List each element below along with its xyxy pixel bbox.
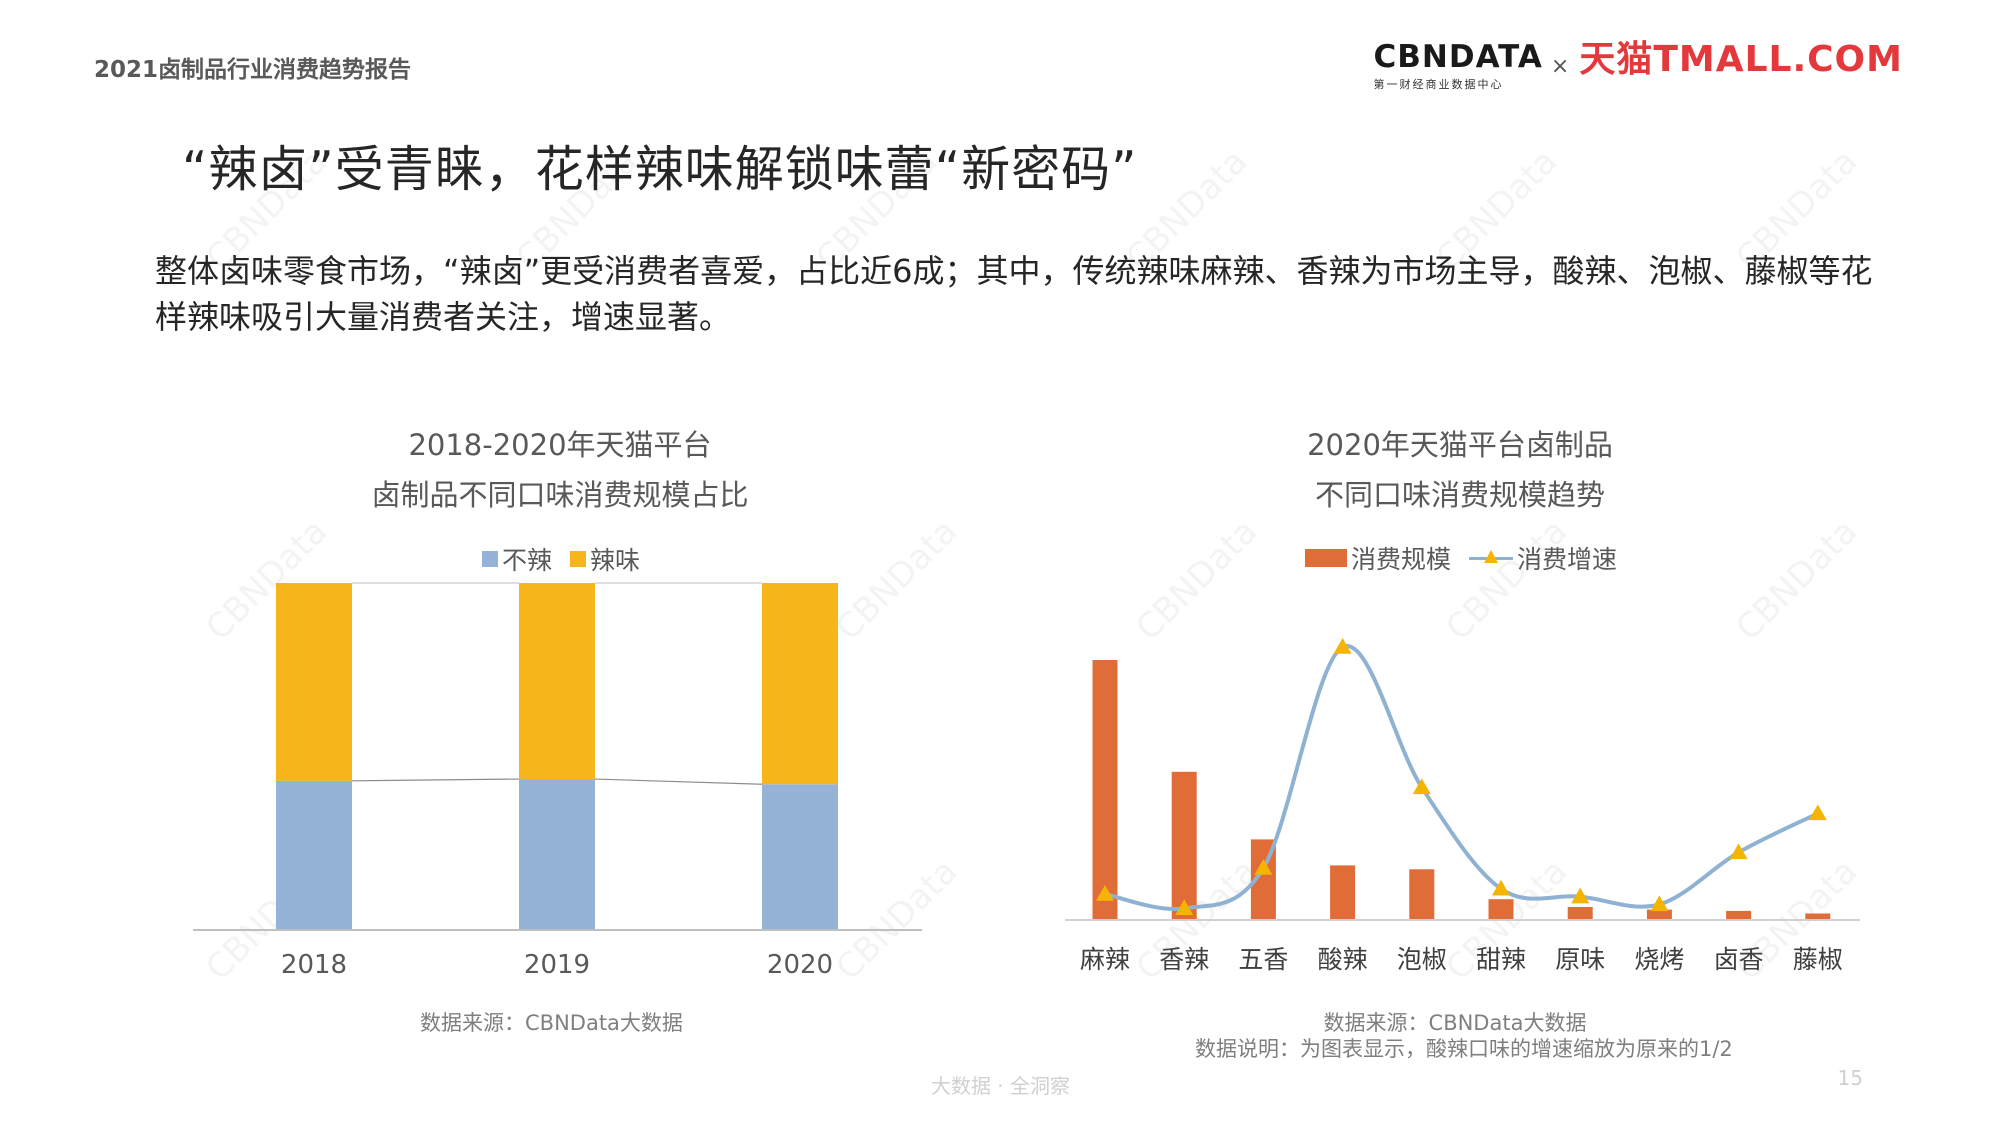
- cbndata-logo-text: CBNDATA: [1373, 39, 1543, 75]
- slide-summary: 整体卤味零食市场，“辣卤”更受消费者喜爱，占比近6成；其中，传统辣味麻辣、香辣为…: [155, 252, 1873, 336]
- x-tick-label-甜辣: 甜辣: [1476, 945, 1526, 974]
- left-chart-title-line1: 2018-2020年天猫平台: [408, 428, 712, 462]
- legend-label-not-spicy: 不辣: [502, 546, 553, 575]
- legend-label-consumption-growth: 消费增速: [1517, 545, 1618, 574]
- legend-swatch-consumption-scale: [1305, 549, 1347, 567]
- marker-consumption-growth-烧烤: [1650, 895, 1669, 912]
- bar-consumption-scale-卤香: [1726, 910, 1752, 920]
- x-tick-label-香辣: 香辣: [1159, 945, 1209, 974]
- left-chart-title-line2: 卤制品不同口味消费规模占比: [371, 478, 749, 512]
- marker-consumption-growth-香辣: [1175, 899, 1194, 916]
- cbndata-logo-subtitle: 第一财经商业数据中心: [1373, 78, 1504, 91]
- legend-label-consumption-scale: 消费规模: [1351, 545, 1452, 574]
- marker-consumption-growth-五香: [1254, 859, 1273, 875]
- bar-consumption-scale-烧烤: [1646, 909, 1672, 920]
- legend-line-triangle-icon: [1469, 548, 1514, 568]
- line-consumption-growth: [1103, 644, 1820, 912]
- x-tick-label-2018: 2018: [281, 950, 347, 980]
- bar-spicy-2018: [276, 583, 352, 781]
- left-chart-source: 数据来源：CBNData大数据: [420, 1011, 683, 1035]
- left-chart-title: 2018-2020年天猫平台 卤制品不同口味消费规模占比: [250, 420, 870, 520]
- marker-consumption-growth-麻辣: [1096, 885, 1114, 901]
- series-connector-line: [594, 778, 763, 785]
- slide-headline: “辣卤”受青睐，花样辣味解锁味蕾“新密码”: [182, 141, 1138, 198]
- bar-spicy-2020: [762, 583, 838, 785]
- x-tick-label-卤香: 卤香: [1714, 945, 1764, 974]
- x-tick-label-五香: 五香: [1238, 945, 1288, 974]
- right-chart-title-line1: 2020年天猫平台卤制品: [1307, 428, 1613, 462]
- x-tick-label-藤椒: 藤椒: [1793, 945, 1843, 974]
- bar-consumption-scale-酸辣: [1330, 865, 1356, 920]
- tmall-logo: 天猫TMALL.COM: [1579, 39, 1903, 80]
- bar-not-spicy-2019: [519, 779, 595, 930]
- legend-swatch-spicy: [570, 551, 587, 567]
- logo-area: CBNDATA 第一财经商业数据中心 × 天猫TMALL.COM: [1374, 40, 1903, 92]
- footer-tagline: 大数据 · 全洞察: [930, 1074, 1071, 1098]
- x-tick-label-2020: 2020: [767, 950, 833, 980]
- bar-not-spicy-2020: [762, 784, 838, 930]
- right-chart-source: 数据来源：CBNData大数据: [1323, 1011, 1587, 1035]
- x-tick-label-原味: 原味: [1555, 945, 1605, 974]
- right-chart-notes: 数据来源：CBNData大数据 数据说明：为图表显示，酸辣口味的增速缩放为原来的…: [1195, 1010, 1733, 1062]
- marker-consumption-growth-酸辣: [1333, 638, 1352, 654]
- right-combo-chart: 麻辣 香辣 五香 酸辣 泡椒 甜辣 原味 烧烤 卤香 藤椒: [1065, 638, 1860, 974]
- bar-consumption-scale-甜辣: [1488, 899, 1514, 920]
- bar-consumption-scale-泡椒: [1409, 869, 1435, 920]
- legend-swatch-not-spicy: [482, 551, 498, 567]
- x-tick-label-麻辣: 麻辣: [1080, 945, 1130, 974]
- legend-item-not-spicy: 不辣: [482, 541, 552, 577]
- legend-label-spicy: 辣味: [590, 546, 641, 575]
- x-tick-label-2019: 2019: [524, 950, 590, 980]
- bar-consumption-scale-麻辣: [1092, 660, 1118, 920]
- left-chart-legend: 不辣 辣味: [482, 541, 658, 577]
- right-chart-title-line2: 不同口味消费规模趋势: [1314, 478, 1605, 512]
- legend-item-consumption-scale: 消费规模: [1305, 540, 1451, 576]
- bar-consumption-scale-藤椒: [1805, 913, 1831, 920]
- x-tick-label-烧烤: 烧烤: [1634, 945, 1684, 974]
- series-connector-line: [351, 778, 520, 782]
- page-number: 15: [1837, 1066, 1863, 1090]
- left-stacked-bar-chart: 2018 2019 2020: [193, 582, 922, 980]
- legend-item-consumption-growth: 消费增速: [1469, 540, 1617, 576]
- legend-item-spicy: 辣味: [570, 541, 640, 577]
- bar-consumption-scale-原味: [1567, 907, 1593, 920]
- bar-spicy-2019: [519, 583, 595, 780]
- bar-not-spicy-2018: [276, 780, 352, 930]
- marker-consumption-growth-卤香: [1729, 843, 1748, 860]
- report-title: 2021卤制品行业消费趋势报告: [94, 57, 412, 83]
- cbndata-logo: CBNDATA 第一财经商业数据中心: [1374, 40, 1543, 92]
- marker-consumption-growth-泡椒: [1412, 778, 1431, 795]
- marker-consumption-growth-藤椒: [1808, 804, 1827, 821]
- right-chart-title: 2020年天猫平台卤制品 不同口味消费规模趋势: [1150, 420, 1770, 520]
- marker-consumption-growth-甜辣: [1492, 879, 1510, 896]
- logo-separator: ×: [1550, 54, 1570, 79]
- right-chart-legend: 消费规模 消费增速: [1305, 540, 1635, 576]
- marker-consumption-growth-原味: [1571, 887, 1590, 904]
- x-tick-label-泡椒: 泡椒: [1397, 945, 1447, 974]
- right-chart-note: 数据说明：为图表显示，酸辣口味的增速缩放为原来的1/2: [1195, 1037, 1733, 1061]
- x-tick-label-酸辣: 酸辣: [1318, 945, 1368, 974]
- bar-consumption-scale-香辣: [1171, 771, 1197, 920]
